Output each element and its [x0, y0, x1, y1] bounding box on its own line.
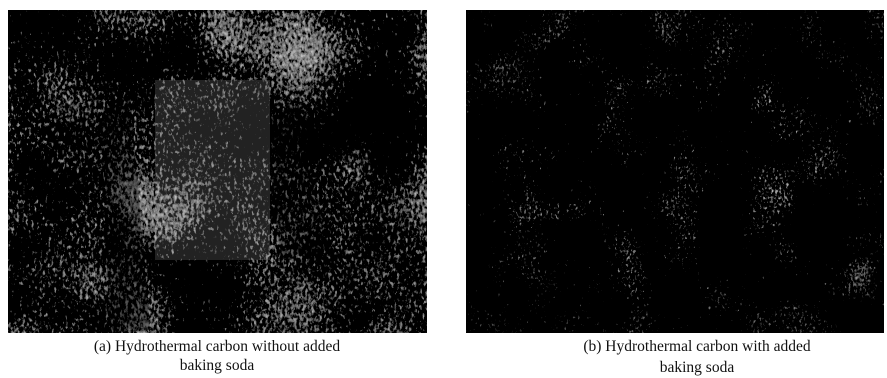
caption-a-line: (a) Hydrothermal carbon without added	[94, 338, 340, 355]
sem-image-b	[466, 10, 884, 333]
caption-b-line: baking soda	[660, 359, 735, 376]
caption-b-line: (b) Hydrothermal carbon with added	[583, 338, 811, 355]
caption-a-line: baking soda	[180, 357, 255, 374]
figure: (a) Hydrothermal carbon without added ba…	[0, 0, 887, 378]
sem-image-a	[8, 10, 427, 333]
page: {"figures": [ {"caption": ["(a) Hydrothe…	[0, 0, 887, 378]
